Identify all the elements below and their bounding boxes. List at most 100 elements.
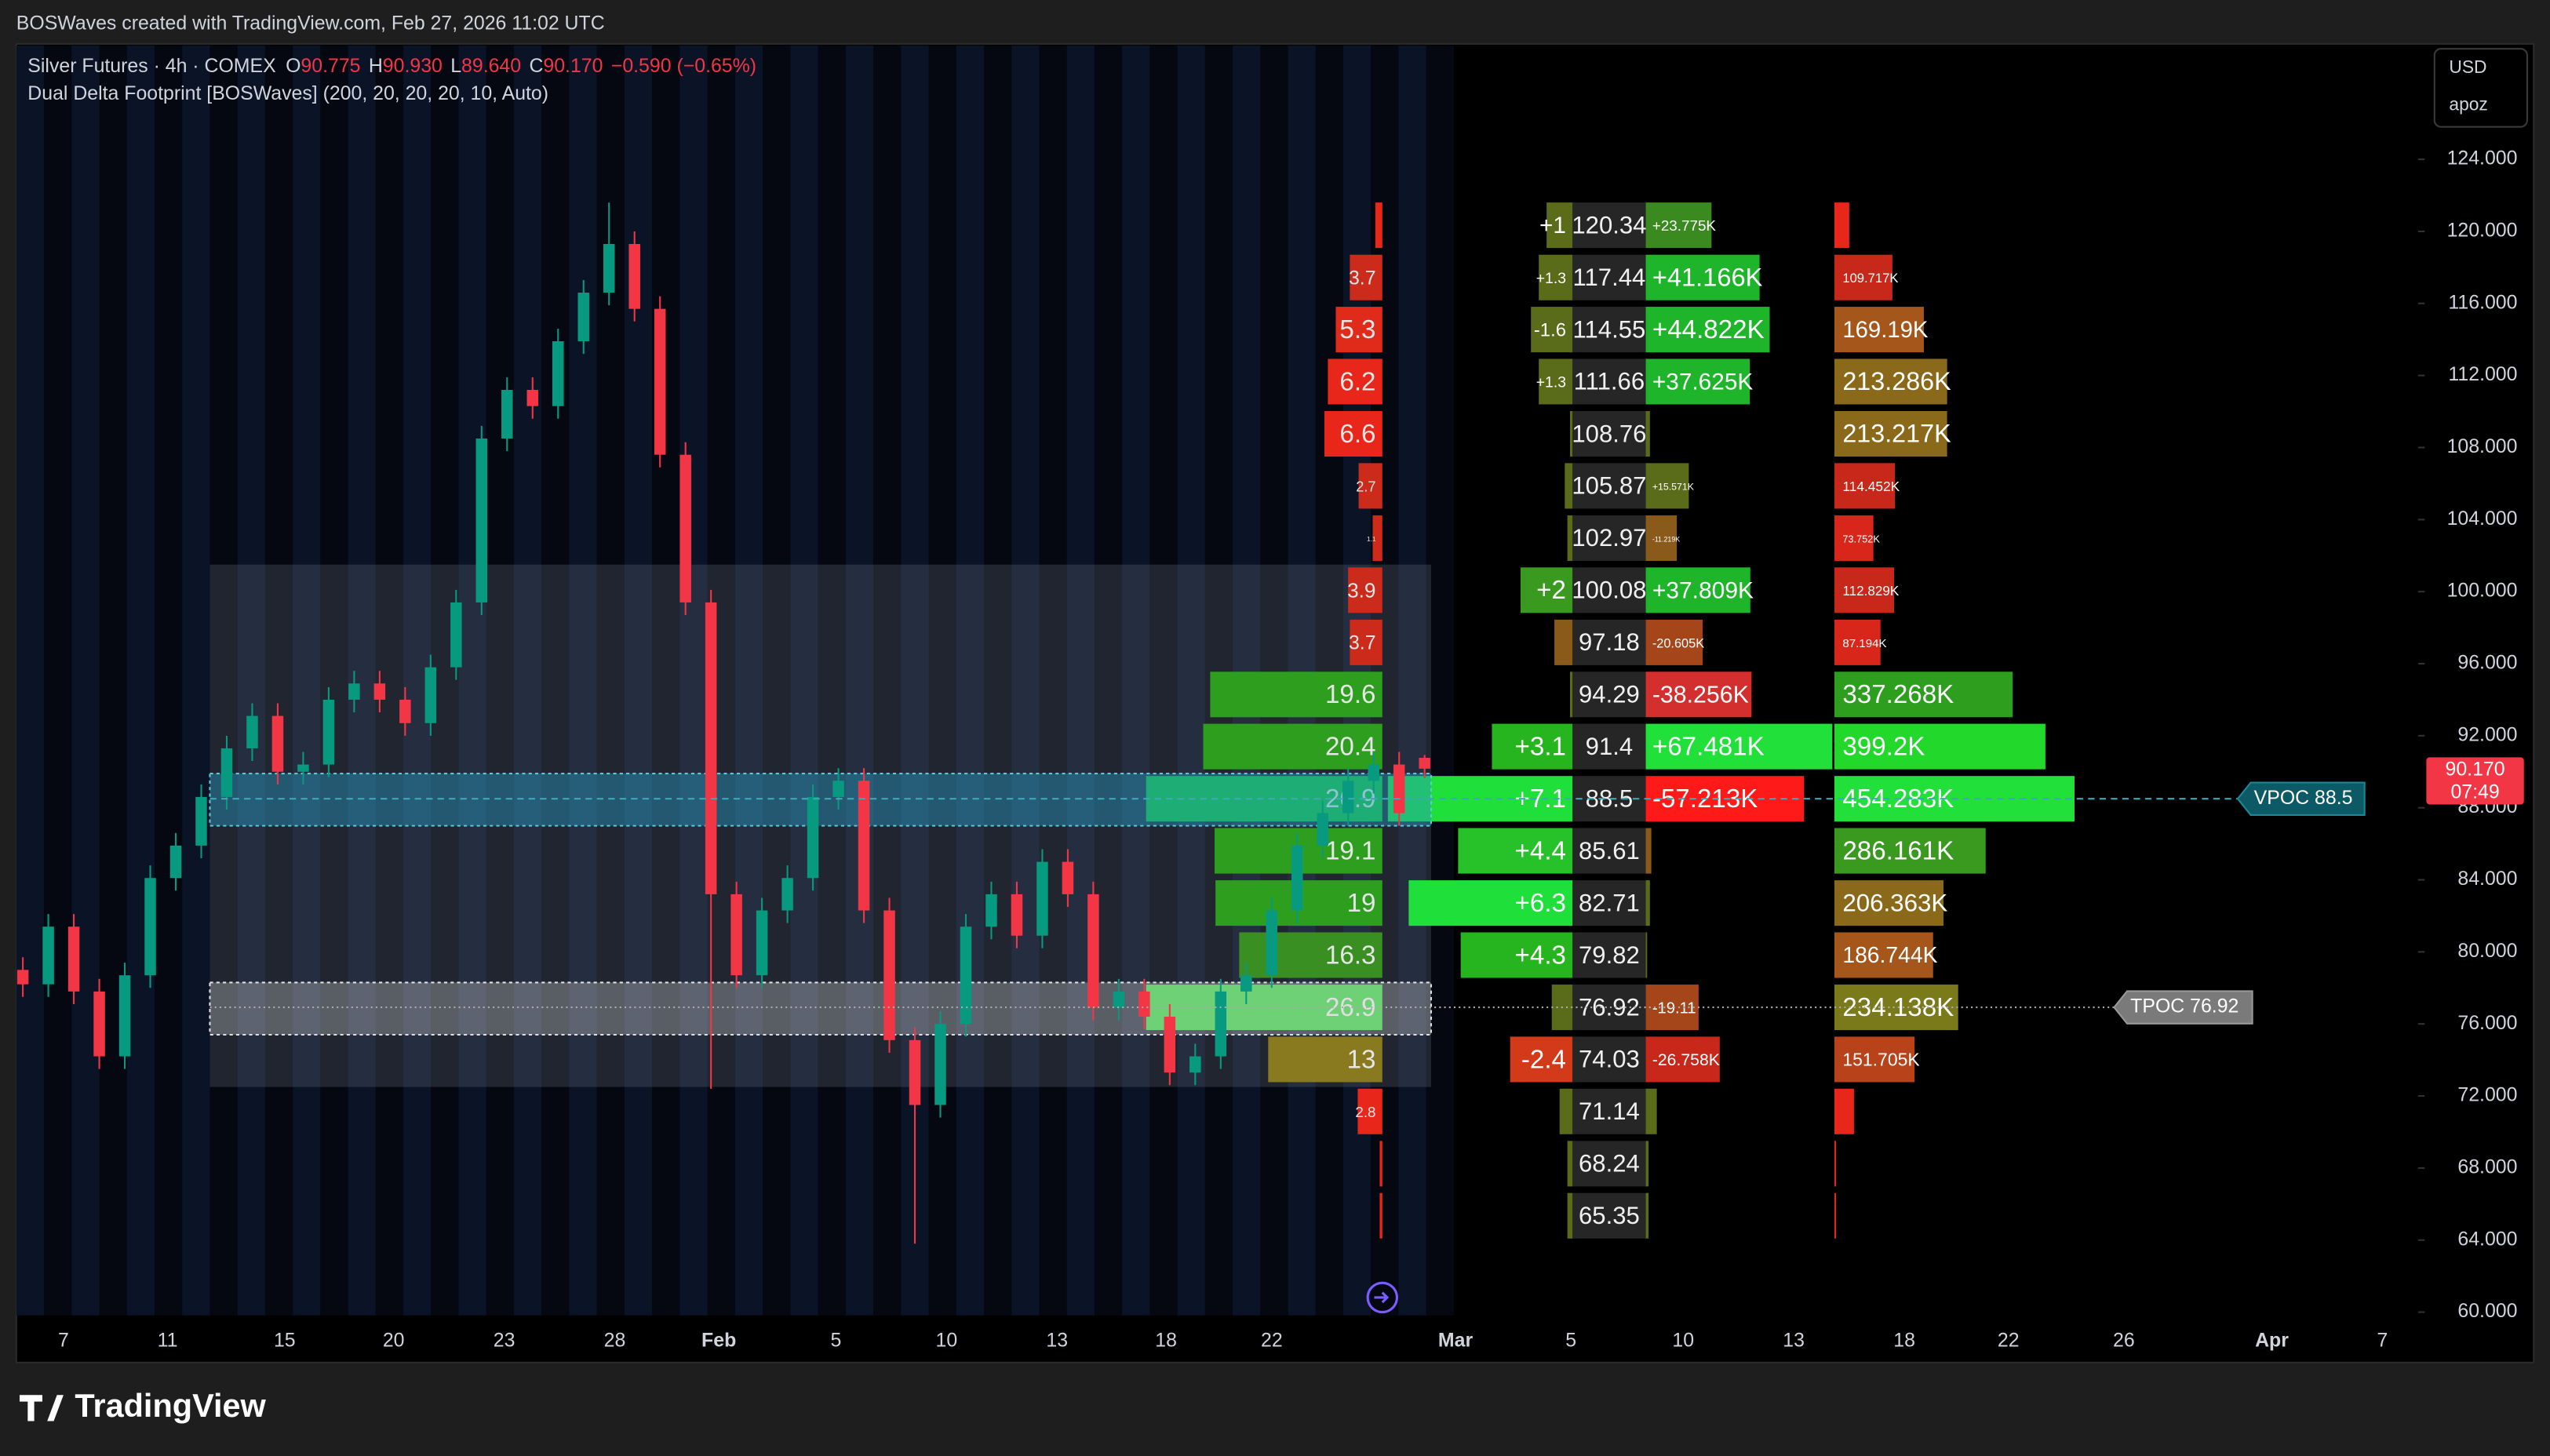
- x-tick-label: Apr: [2255, 1329, 2289, 1351]
- count-delta-bar: [1531, 307, 1573, 353]
- delta-volume-bar: [1645, 1088, 1657, 1134]
- price-level: 71.14: [1579, 1097, 1640, 1125]
- stripe: [320, 46, 348, 1316]
- volume-bar: [1834, 880, 1943, 926]
- delta-volume-bar: [1645, 932, 1648, 978]
- session-delta-label: 20.4: [1325, 732, 1376, 761]
- candle-body: [16, 970, 29, 985]
- count-delta-bar: [1539, 359, 1573, 405]
- change: −0.590 (−0.65%): [611, 55, 756, 77]
- count-delta-bar: [1569, 411, 1573, 457]
- count-delta-bar: [1458, 828, 1573, 874]
- volume-bar: [1834, 1088, 1854, 1134]
- x-tick-label: 10: [1672, 1329, 1694, 1351]
- session-delta-bar: [1357, 1088, 1382, 1134]
- volume-label: 186.744K: [1842, 942, 1937, 967]
- x-tick-label: 7: [58, 1329, 69, 1351]
- stripe: [956, 46, 985, 1316]
- ohlc-key: H: [369, 55, 383, 77]
- count-delta-label: +1.3: [1536, 374, 1566, 391]
- x-tick-label: Mar: [1438, 1329, 1474, 1351]
- stripe: [569, 46, 597, 1316]
- candle-body: [348, 683, 360, 700]
- stripe: [1177, 46, 1205, 1316]
- volume-label: 399.2K: [1842, 732, 1925, 761]
- delta-volume-bar: [1645, 202, 1712, 249]
- candle-body: [373, 683, 386, 700]
- price-cell: [1572, 672, 1646, 718]
- session-delta-bar: [1348, 567, 1382, 613]
- delta-volume-bar: [1645, 619, 1703, 665]
- stripe: [984, 46, 1012, 1316]
- replay-icon[interactable]: [1366, 1281, 1398, 1314]
- count-delta-label: +6.3: [1515, 889, 1566, 918]
- stripe: [734, 46, 763, 1316]
- volume-label: 151.705K: [1842, 1050, 1920, 1070]
- stripe: [264, 46, 293, 1316]
- candle-body: [1291, 845, 1303, 911]
- volume-bar: [1834, 359, 1947, 405]
- session-delta-bar: [1350, 254, 1382, 300]
- count-delta-label: +4.3: [1515, 941, 1566, 970]
- vpoc-band: [209, 773, 1433, 827]
- candle-body: [654, 308, 666, 455]
- currency-box[interactable]: [2433, 48, 2528, 128]
- x-tick-label: Feb: [701, 1329, 736, 1351]
- plot: 60.000 64.000 68.000 72.000 76.000 80.000 84.0…: [16, 147, 2524, 1351]
- stripe: [845, 46, 874, 1316]
- stripe: [126, 46, 155, 1316]
- session-delta-label: 6.2: [1339, 367, 1375, 396]
- tpoc-tag: [2113, 990, 2253, 1025]
- count-delta-bar: [1559, 1088, 1573, 1134]
- count-delta-bar: [1567, 515, 1573, 561]
- stripe: [209, 46, 238, 1316]
- x-tick-label: 26: [2113, 1329, 2135, 1351]
- candle-body: [220, 748, 233, 797]
- delta-volume-bar: [1645, 411, 1650, 457]
- delta-volume-label: +23.775K: [1652, 217, 1717, 234]
- stripe: [873, 46, 902, 1316]
- y-tick-label: 124.000: [2447, 147, 2518, 169]
- price-level: 74.03: [1579, 1046, 1640, 1073]
- volume-bar: [1834, 463, 1896, 509]
- candle-body: [909, 1039, 921, 1105]
- stripe: [763, 46, 791, 1316]
- candle-body: [832, 781, 844, 797]
- delta-volume-label: +37.625K: [1652, 369, 1754, 395]
- stripe: [154, 46, 183, 1316]
- session-delta-label: 3.9: [1347, 578, 1375, 602]
- candle-body: [730, 894, 742, 976]
- candle-body: [1011, 894, 1023, 936]
- session-delta-label: 3.7: [1349, 633, 1376, 654]
- volume-bar: [1834, 932, 1933, 978]
- count-delta-bar: [1510, 1036, 1573, 1083]
- count-delta-label: +1.3: [1536, 270, 1566, 287]
- session-delta-label: 6.6: [1339, 420, 1375, 449]
- volume-bar: [1834, 567, 1894, 613]
- stripe: [1039, 46, 1067, 1316]
- candle-body: [756, 910, 768, 976]
- x-tick-label: 15: [274, 1329, 296, 1351]
- price-level: 82.71: [1579, 889, 1640, 916]
- y-tick-label: 112.000: [2448, 363, 2517, 385]
- stripe: [237, 46, 265, 1316]
- stripe: [458, 46, 486, 1316]
- candle-body: [858, 781, 870, 911]
- stripe: [71, 46, 100, 1316]
- volume-label: 206.363K: [1842, 889, 1947, 916]
- volume-bar: [1834, 723, 2045, 770]
- x-tick-label: 18: [1893, 1329, 1915, 1351]
- x-tick-label: 13: [1783, 1329, 1805, 1351]
- x-tick-label: 23: [494, 1329, 515, 1351]
- price-level: 114.55: [1573, 315, 1646, 343]
- y-tick-label: 64.000: [2457, 1228, 2517, 1250]
- session-delta-label: 2.8: [1355, 1104, 1375, 1120]
- candle-body: [450, 602, 462, 668]
- candle-body: [1317, 813, 1328, 846]
- stripe: [514, 46, 542, 1316]
- delta-volume-label: -38.256K: [1652, 682, 1749, 708]
- volume-bar: [1834, 619, 1881, 665]
- ohlc-value: 90.775: [301, 55, 360, 77]
- price-level: 105.87: [1572, 472, 1646, 500]
